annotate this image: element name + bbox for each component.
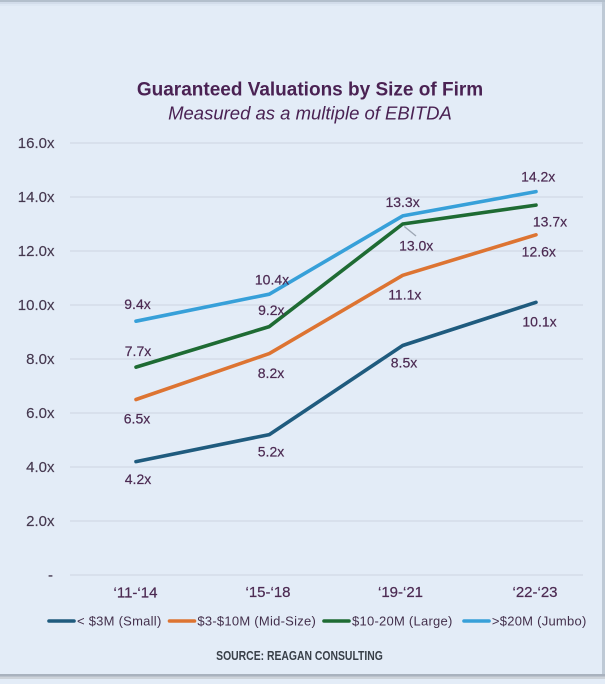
svg-text:$10-20M (Large): $10-20M (Large) — [352, 614, 453, 629]
svg-text:Measured as a multiple of EBIT: Measured as a multiple of EBITDA — [168, 103, 452, 124]
svg-text:5.2x: 5.2x — [258, 444, 284, 460]
svg-text:2.0x: 2.0x — [26, 513, 55, 530]
svg-text:8.0x: 8.0x — [26, 351, 55, 368]
svg-text:16.0x: 16.0x — [18, 135, 55, 152]
svg-text:4.2x: 4.2x — [125, 471, 151, 487]
svg-text:12.6x: 12.6x — [522, 243, 556, 259]
svg-text:‘15-‘18: ‘15-‘18 — [245, 584, 290, 601]
svg-text:13.3x: 13.3x — [385, 194, 419, 210]
svg-text:9.4x: 9.4x — [124, 296, 150, 312]
svg-text:10.0x: 10.0x — [18, 297, 55, 314]
svg-text:SOURCE: REAGAN CONSULTING: SOURCE: REAGAN CONSULTING — [216, 649, 383, 663]
svg-text:$3-$10M (Mid-Size): $3-$10M (Mid-Size) — [197, 614, 316, 629]
svg-text:‘19-‘21: ‘19-‘21 — [378, 584, 423, 601]
svg-text:>$20M (Jumbo): >$20M (Jumbo) — [492, 614, 587, 629]
svg-text:< $3M (Small): < $3M (Small) — [77, 614, 162, 629]
svg-text:‘22-‘23: ‘22-‘23 — [512, 584, 557, 601]
svg-text:13.7x: 13.7x — [533, 213, 567, 229]
svg-text:10.1x: 10.1x — [522, 313, 556, 329]
svg-text:14.0x: 14.0x — [18, 189, 55, 206]
svg-text:8.5x: 8.5x — [391, 355, 417, 371]
svg-text:7.7x: 7.7x — [125, 343, 151, 359]
svg-text:14.2x: 14.2x — [521, 168, 555, 184]
svg-text:-: - — [48, 567, 53, 584]
svg-text:6.0x: 6.0x — [26, 405, 55, 422]
svg-text:4.0x: 4.0x — [26, 459, 55, 476]
svg-text:11.1x: 11.1x — [388, 286, 421, 302]
svg-text:13.0x: 13.0x — [399, 238, 433, 254]
svg-text:12.0x: 12.0x — [18, 243, 55, 260]
svg-text:10.4x: 10.4x — [255, 271, 289, 287]
svg-text:8.2x: 8.2x — [258, 365, 284, 381]
svg-text:‘11-‘14: ‘11-‘14 — [114, 585, 158, 602]
svg-text:Guaranteed Valuations by Size: Guaranteed Valuations by Size of Firm — [137, 80, 483, 101]
svg-text:9.2x: 9.2x — [258, 302, 284, 318]
svg-text:6.5x: 6.5x — [124, 411, 150, 427]
